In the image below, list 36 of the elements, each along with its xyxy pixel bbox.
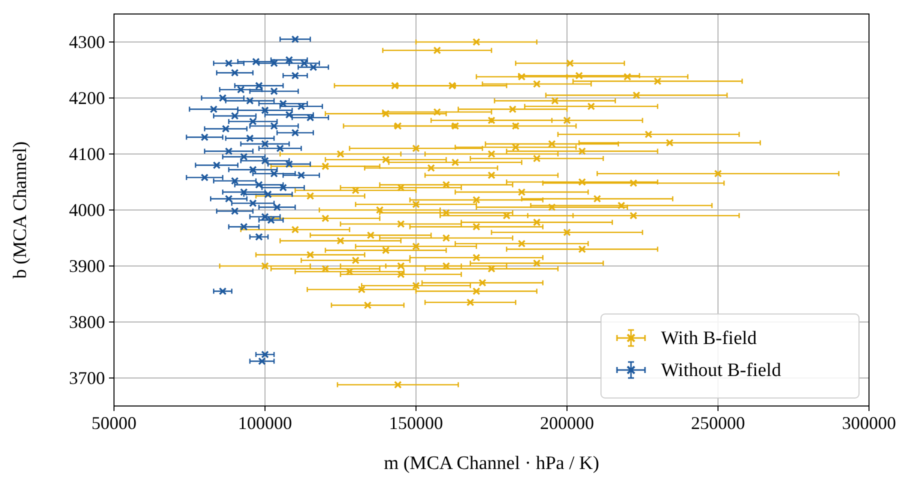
- point: [261, 140, 269, 148]
- x-tick-label: 250000: [691, 413, 745, 433]
- x-tick-label: 100000: [238, 413, 292, 433]
- point: [210, 105, 218, 114]
- legend-label: Without B-field: [661, 360, 782, 381]
- y-tick-label: 3800: [69, 312, 105, 332]
- point: [246, 134, 254, 142]
- point: [270, 87, 278, 96]
- y-tick-label: 4300: [69, 32, 105, 52]
- point: [230, 176, 239, 185]
- point: [255, 232, 263, 241]
- x-tick-label: 200000: [540, 413, 594, 433]
- point: [224, 59, 233, 68]
- y-tick-label: 3900: [69, 256, 105, 276]
- point: [230, 68, 239, 77]
- point: [200, 133, 208, 142]
- point: [255, 82, 263, 90]
- point: [261, 350, 269, 358]
- point: [240, 152, 248, 161]
- point: [249, 166, 257, 174]
- x-axis-title: m (MCA Channel · hPa / K): [384, 453, 600, 474]
- point: [276, 144, 284, 152]
- point: [212, 161, 221, 170]
- y-tick-label: 3700: [69, 368, 105, 388]
- point: [200, 174, 208, 182]
- y-axis-title: b (MCA Channel): [10, 141, 31, 279]
- x-tick-label: 50000: [92, 413, 136, 433]
- legend-label: With B-field: [661, 328, 758, 349]
- x-tick-label: 300000: [842, 413, 896, 433]
- x-tick-label: 150000: [389, 413, 443, 433]
- y-tick-label: 4100: [69, 144, 105, 164]
- y-tick-label: 4000: [69, 200, 105, 220]
- point: [224, 147, 233, 156]
- point: [291, 35, 300, 44]
- y-tick-label: 4200: [69, 88, 105, 108]
- point: [218, 287, 227, 296]
